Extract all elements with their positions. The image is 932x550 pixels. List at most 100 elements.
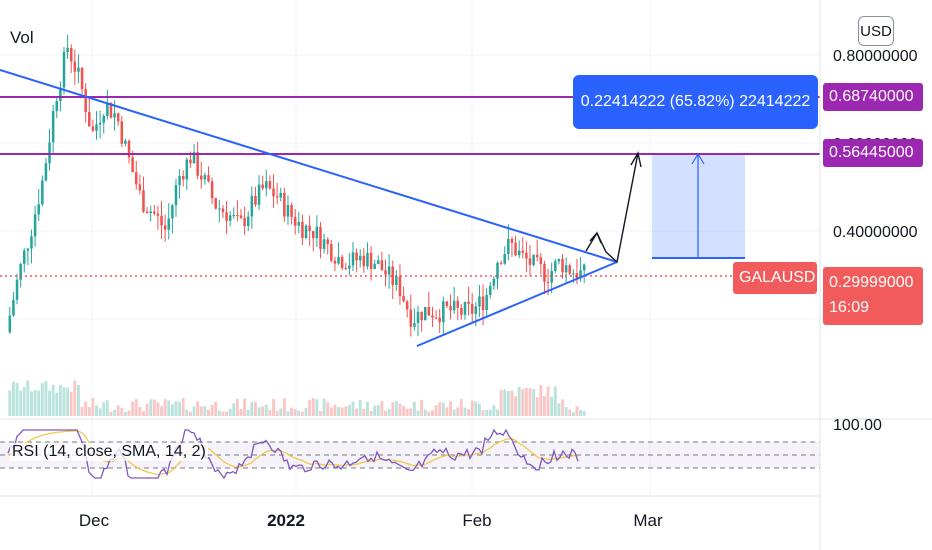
- candle-body: [478, 296, 481, 307]
- candle-body: [153, 211, 156, 214]
- volume-bar: [167, 400, 171, 416]
- volume-bar: [138, 406, 142, 416]
- volume-bar: [181, 398, 185, 416]
- candles: [8, 34, 586, 337]
- volume-bar: [459, 399, 463, 416]
- volume-bar: [564, 407, 568, 416]
- candle-body: [77, 67, 80, 72]
- candle-body: [243, 217, 246, 227]
- time-axis-label: Dec: [79, 511, 110, 530]
- volume-bar: [232, 403, 236, 416]
- candle-body: [308, 225, 311, 232]
- candle-body: [449, 306, 452, 311]
- candle-body: [330, 243, 333, 261]
- volume-bar: [196, 401, 200, 416]
- volume-bar: [481, 410, 485, 416]
- candle-body: [185, 159, 189, 180]
- candle-body: [142, 190, 145, 212]
- candle-body: [532, 254, 535, 265]
- volume-bar: [243, 398, 247, 416]
- candle-body: [250, 195, 254, 217]
- candle-body: [564, 265, 568, 273]
- volume-bar: [116, 405, 120, 416]
- candle-body: [315, 226, 319, 239]
- volume-bar: [257, 407, 261, 416]
- volume-bar: [80, 406, 84, 416]
- volume-bar: [398, 403, 402, 416]
- candle-body: [431, 315, 434, 318]
- candle-body: [546, 281, 550, 283]
- candle-body: [48, 142, 51, 164]
- candle-body: [134, 172, 138, 185]
- volume-bar: [553, 386, 557, 416]
- volume-bar: [185, 409, 189, 416]
- volume-bar: [362, 408, 366, 416]
- volume-bar: [420, 399, 424, 416]
- volume-bar: [412, 401, 416, 416]
- volume-bar: [48, 390, 51, 416]
- candle-body: [171, 205, 174, 219]
- candle-body: [362, 255, 366, 267]
- currency-button[interactable]: USD: [858, 16, 894, 46]
- candle-body: [373, 263, 376, 270]
- candle-body: [62, 52, 66, 88]
- candle-body: [460, 307, 463, 315]
- candle-body: [279, 192, 283, 198]
- volume-bar: [503, 389, 507, 416]
- candle-body: [218, 208, 221, 210]
- rsi-line: [7, 428, 579, 480]
- candle-body: [283, 192, 286, 217]
- candle-body: [535, 254, 539, 258]
- time-axis: Dec 2022 Feb Mar: [79, 511, 663, 530]
- candle-body: [395, 276, 398, 286]
- candle-body: [304, 225, 308, 238]
- volume-bar: [467, 409, 471, 416]
- candle-body: [442, 301, 445, 323]
- candle-body: [539, 257, 543, 265]
- volume-bar: [221, 411, 225, 416]
- volume-bar: [199, 406, 203, 416]
- candle-body: [84, 89, 87, 113]
- volume-bar: [474, 401, 478, 416]
- candle-body: [192, 152, 196, 164]
- volume-bar: [344, 406, 348, 416]
- candle-body: [268, 181, 272, 189]
- volume-bar: [19, 390, 23, 416]
- candle-body: [51, 111, 55, 143]
- candle-body: [33, 214, 37, 237]
- candle-body: [481, 296, 485, 311]
- volume-bar: [69, 392, 73, 416]
- volume-bar: [160, 406, 163, 416]
- candle-body: [225, 212, 228, 221]
- candle-body: [413, 323, 416, 327]
- projection-path: [585, 151, 642, 264]
- volume-bar: [228, 408, 232, 416]
- rsi-indicator-label[interactable]: RSI (14, close, SMA, 14, 2): [10, 443, 208, 461]
- volume-bar: [26, 380, 30, 416]
- volume-bar: [561, 399, 564, 416]
- volume-bar: [37, 390, 41, 416]
- volume-bar: [40, 383, 44, 416]
- candle-body: [246, 216, 250, 227]
- volume-bar: [297, 410, 301, 416]
- volume-bar: [568, 409, 572, 416]
- volume-bar: [431, 410, 434, 416]
- descending-trendline: [0, 69, 618, 263]
- volume-bar: [300, 411, 304, 416]
- volume-bar: [463, 407, 467, 416]
- candle-body: [517, 250, 521, 256]
- volume-bar: [102, 402, 106, 416]
- candle-body: [8, 315, 12, 333]
- volume-bar: [532, 389, 536, 416]
- candle-body: [340, 256, 344, 269]
- candle-body: [510, 238, 514, 243]
- candle-body: [561, 258, 564, 273]
- candle-body: [239, 215, 243, 218]
- candle-body: [528, 258, 532, 265]
- volume-bar: [445, 407, 449, 416]
- candle-body: [398, 276, 402, 297]
- candle-body: [102, 115, 105, 123]
- volume-bar: [261, 406, 265, 416]
- volume-bar: [347, 404, 351, 416]
- volume-bar: [452, 409, 456, 416]
